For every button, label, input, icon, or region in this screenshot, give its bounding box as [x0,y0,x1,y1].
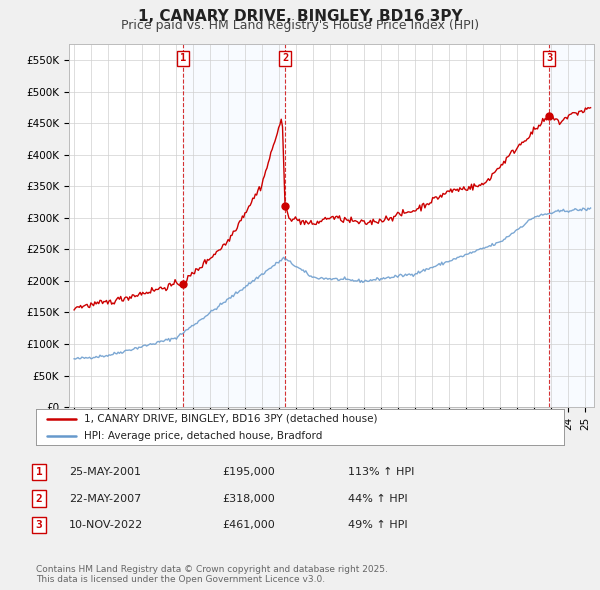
Text: 2: 2 [35,494,43,503]
Text: 3: 3 [546,53,552,63]
Text: Contains HM Land Registry data © Crown copyright and database right 2025.
This d: Contains HM Land Registry data © Crown c… [36,565,388,584]
Text: 3: 3 [35,520,43,530]
Bar [549,44,594,407]
Text: 1: 1 [180,53,186,63]
Text: £461,000: £461,000 [222,520,275,530]
Text: Price paid vs. HM Land Registry's House Price Index (HPI): Price paid vs. HM Land Registry's House … [121,19,479,32]
Text: 25-MAY-2001: 25-MAY-2001 [69,467,141,477]
Text: 22-MAY-2007: 22-MAY-2007 [69,494,141,503]
Text: 1, CANARY DRIVE, BINGLEY, BD16 3PY: 1, CANARY DRIVE, BINGLEY, BD16 3PY [137,9,463,24]
Text: £318,000: £318,000 [222,494,275,503]
Text: 49% ↑ HPI: 49% ↑ HPI [348,520,407,530]
Bar [183,44,285,407]
Text: £195,000: £195,000 [222,467,275,477]
Text: 113% ↑ HPI: 113% ↑ HPI [348,467,415,477]
Text: 1, CANARY DRIVE, BINGLEY, BD16 3PY (detached house): 1, CANARY DRIVE, BINGLEY, BD16 3PY (deta… [83,414,377,424]
Text: 1: 1 [35,467,43,477]
Text: 2: 2 [282,53,288,63]
Text: HPI: Average price, detached house, Bradford: HPI: Average price, detached house, Brad… [83,431,322,441]
Text: 10-NOV-2022: 10-NOV-2022 [69,520,143,530]
Text: 44% ↑ HPI: 44% ↑ HPI [348,494,407,503]
